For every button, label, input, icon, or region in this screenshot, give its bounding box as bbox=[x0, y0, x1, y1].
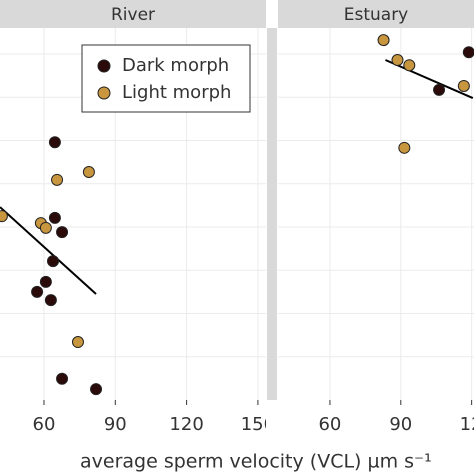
x-tick-label: 90 bbox=[104, 414, 127, 435]
point bbox=[398, 141, 411, 154]
point bbox=[39, 221, 52, 234]
point bbox=[44, 294, 57, 307]
point bbox=[377, 34, 390, 47]
point bbox=[56, 372, 69, 385]
strip bbox=[0, 0, 266, 28]
point bbox=[56, 226, 69, 239]
point bbox=[48, 136, 61, 149]
point bbox=[39, 275, 52, 288]
panel-title: Estuary bbox=[344, 5, 409, 25]
point bbox=[0, 210, 8, 223]
panel-title: River bbox=[111, 5, 155, 25]
point bbox=[47, 255, 60, 268]
x-tick-label: 120 bbox=[169, 414, 203, 435]
legend-label: Light morph bbox=[122, 82, 231, 103]
point bbox=[90, 383, 103, 396]
point bbox=[457, 79, 470, 92]
x-tick-label: 60 bbox=[318, 414, 341, 435]
panel: 60 90 12 bbox=[278, 28, 474, 435]
x-tick-label: 12 bbox=[460, 414, 474, 435]
point bbox=[403, 59, 416, 72]
legend-swatch bbox=[97, 59, 111, 73]
trend-line bbox=[385, 59, 474, 99]
x-tick-label: 90 bbox=[389, 414, 412, 435]
point bbox=[31, 285, 44, 298]
point bbox=[51, 173, 64, 186]
x-tick-label: 60 bbox=[33, 414, 56, 435]
legend-swatch bbox=[97, 86, 111, 100]
x-axis-label: average sperm velocity (VCL) µm s⁻¹ bbox=[80, 451, 432, 473]
panel-gap bbox=[267, 28, 277, 400]
point bbox=[48, 211, 61, 224]
point bbox=[71, 336, 84, 349]
point bbox=[433, 83, 446, 96]
x-tick-label: 150 bbox=[241, 414, 275, 435]
legend-label: Dark morph bbox=[122, 55, 229, 76]
point bbox=[391, 54, 404, 67]
point bbox=[82, 166, 95, 179]
point bbox=[462, 46, 474, 59]
legend-box bbox=[81, 44, 251, 113]
strip bbox=[278, 0, 474, 28]
trend-line bbox=[0, 206, 97, 295]
